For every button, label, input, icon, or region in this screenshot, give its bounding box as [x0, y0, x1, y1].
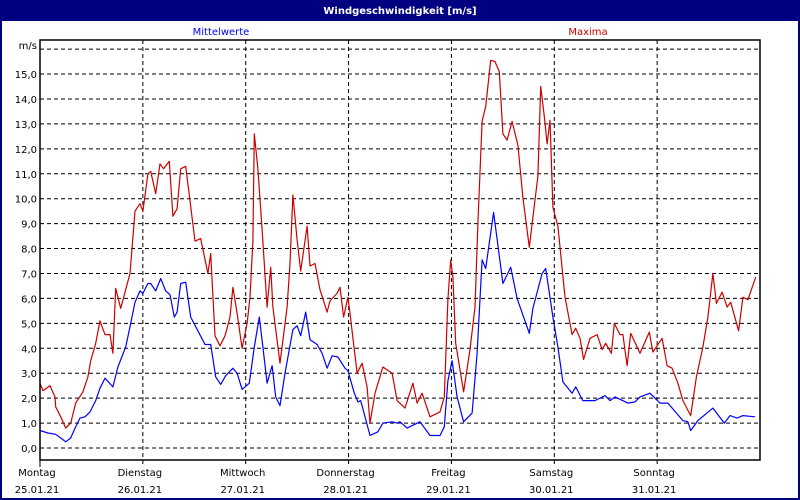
x-tick-date: 30.01.21 [529, 485, 574, 496]
x-tick-date: 27.01.21 [220, 485, 265, 496]
x-tick-date: 26.01.21 [118, 485, 163, 496]
y-tick-label: 4,0 [21, 344, 37, 355]
x-tick-day: Mittwoch [220, 468, 265, 479]
plot-frame [39, 39, 761, 461]
legend-mittelwerte: Mittelwerte [193, 27, 250, 38]
x-tick-date: 31.01.21 [632, 485, 677, 496]
x-tick-day: Freitag [431, 468, 465, 479]
y-tick-label: 6,0 [21, 294, 37, 305]
series-mittelwerte-line [39, 211, 756, 443]
y-tick-label: 0,0 [21, 444, 37, 455]
y-tick-label: 9,0 [21, 220, 37, 231]
y-tick-label: 10,0 [15, 195, 37, 206]
chart-title: Windgeschwindigkeit [m/s] [323, 6, 476, 17]
y-tick-label: 15,0 [15, 70, 37, 81]
y-tick-labels: 0,0 1,0 2,0 3,0 4,0 5,0 6,0 7,0 8,0 9,0 10,0 11,0 12… [15, 70, 37, 455]
x-tick-day: Montag [18, 468, 55, 479]
x-tick-day: Donnerstag [316, 468, 374, 479]
x-tick-labels: Montag 25.01.21 Dienstag 26.01.21 Mittwoch 27… [15, 468, 677, 496]
y-tick-label: 2,0 [21, 394, 37, 405]
y-tick-label: 7,0 [21, 269, 37, 280]
y-tick-label: 8,0 [21, 245, 37, 256]
x-tick-day: Samstag [529, 468, 573, 479]
y-tick-label: 14,0 [15, 95, 37, 106]
x-tick-day: Sonntag [633, 468, 675, 479]
x-tick-date: 28.01.21 [323, 485, 368, 496]
title-bar [2, 2, 798, 21]
series-maxima-line [39, 59, 757, 429]
y-tick-label: 12,0 [15, 145, 37, 156]
y-tick-label: 1,0 [21, 419, 37, 430]
x-tick-date: 29.01.21 [426, 485, 471, 496]
y-tick-label: 11,0 [15, 170, 37, 181]
y-tick-label: 3,0 [21, 369, 37, 380]
y-axis-unit: m/s [19, 41, 37, 52]
y-tick-label: 5,0 [21, 319, 37, 330]
grid [39, 40, 760, 467]
legend-maxima: Maxima [568, 27, 607, 38]
x-tick-day: Dienstag [118, 468, 163, 479]
x-tick-date: 25.01.21 [15, 485, 60, 496]
y-tick-label: 13,0 [15, 120, 37, 131]
series-lines [39, 59, 757, 443]
